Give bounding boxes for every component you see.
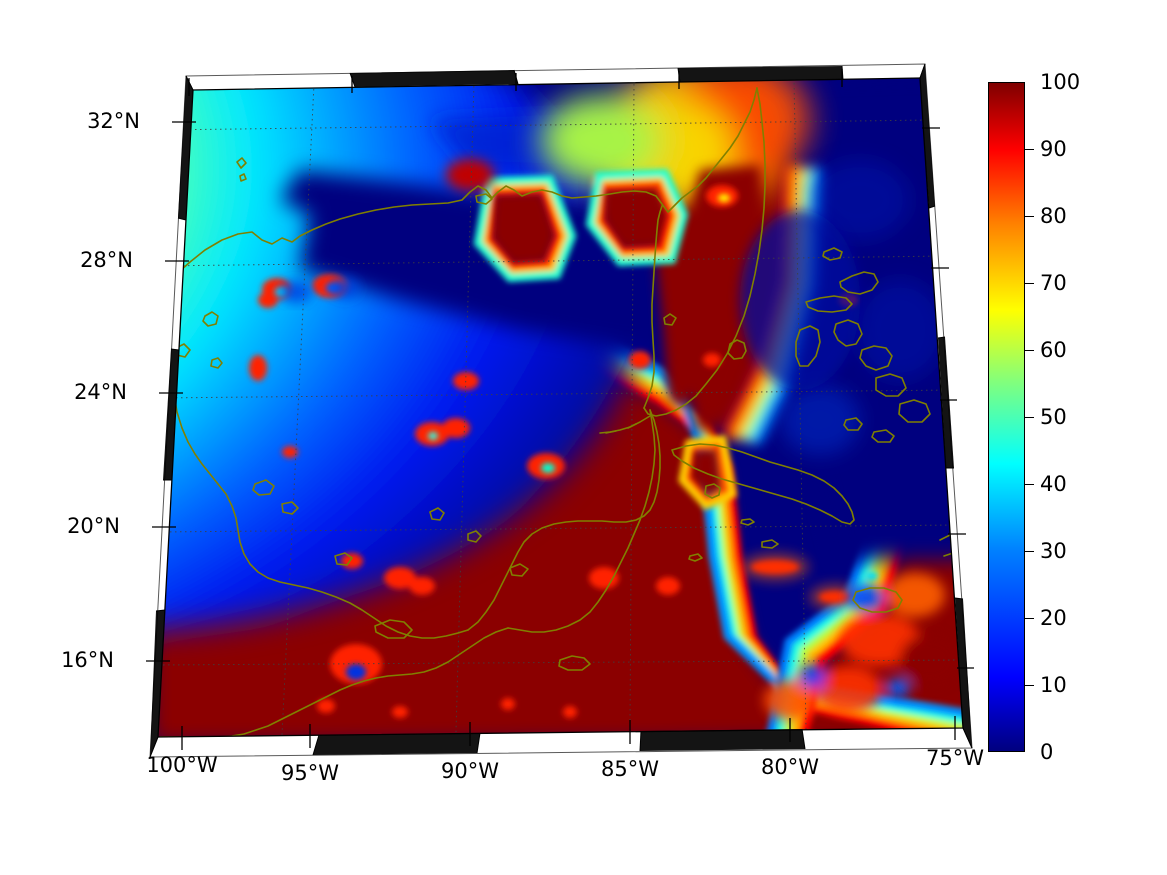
colorbar-tick [1025,417,1034,418]
colorbar-tick [1025,149,1034,150]
scalar-field-raster [158,78,963,737]
colorbar-label-10: 10 [1040,673,1067,697]
xtick-label-90W: 90°W [441,759,499,783]
coastlines [158,87,963,737]
ytick-label-24N: 24°N [74,380,127,404]
xtick-label-100W: 100°W [146,753,218,777]
colorbar-tick [1025,685,1034,686]
colorbar-label-40: 40 [1040,472,1067,496]
colorbar-label-50: 50 [1040,405,1067,429]
colorbar-tick [1025,618,1034,619]
colorbar-tick [1025,350,1034,351]
xtick-label-80W: 80°W [761,755,819,779]
colorbar-tick [1025,283,1034,284]
ytick-label-20N: 20°N [67,514,120,538]
map-plot-area[interactable] [0,0,1000,800]
ytick-label-28N: 28°N [80,248,133,272]
colorbar-label-20: 20 [1040,606,1067,630]
map-frame [149,63,973,758]
colorbar-label-0: 0 [1040,740,1054,764]
xtick-label-75W: 75°W [926,746,984,770]
axis-tick-marks [146,69,974,750]
colorbar-label-70: 70 [1040,271,1067,295]
map-svg [146,63,974,758]
colorbar-tick [1025,551,1034,552]
graticule-gridlines [158,78,963,736]
colorbar-label-60: 60 [1040,338,1067,362]
colorbar-label-90: 90 [1040,137,1067,161]
colorbar-label-80: 80 [1040,204,1067,228]
colorbar-label-30: 30 [1040,539,1067,563]
xtick-label-85W: 85°W [601,757,659,781]
colorbar-tick [1025,216,1034,217]
colorbar-tick [1025,484,1034,485]
colorbar-label-100: 100 [1040,70,1081,94]
colorbar[interactable] [988,82,1025,752]
ytick-label-16N: 16°N [61,648,114,672]
xtick-label-95W: 95°W [281,761,339,785]
ytick-label-32N: 32°N [87,109,140,133]
